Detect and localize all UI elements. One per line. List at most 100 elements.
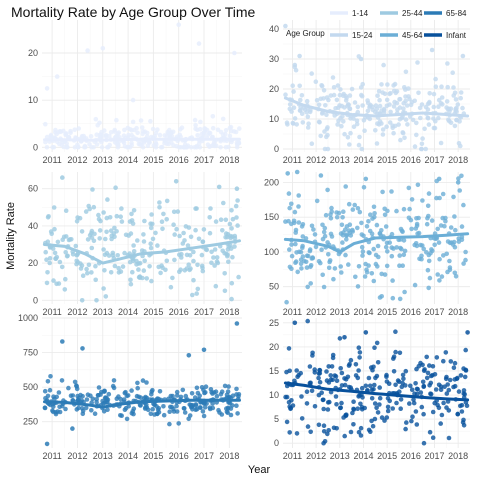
data-point <box>312 232 318 237</box>
data-point <box>89 245 95 251</box>
data-point <box>328 373 334 378</box>
data-point <box>221 200 226 206</box>
data-point <box>55 239 61 245</box>
panels: 2011 2012 2013 2014 2015 2016 2017 201801020201… <box>18 20 470 461</box>
data-point <box>351 406 356 412</box>
data-point <box>84 266 89 272</box>
data-point <box>131 249 137 254</box>
data-point <box>228 412 234 418</box>
data-point <box>413 409 419 414</box>
data-point-outlier <box>455 180 461 185</box>
data-point <box>162 133 168 138</box>
data-point <box>192 117 198 123</box>
data-point <box>344 224 350 229</box>
data-point <box>101 247 106 252</box>
data-point <box>355 109 361 115</box>
data-point <box>222 251 227 256</box>
data-point <box>379 294 385 299</box>
data-point <box>415 60 420 65</box>
data-point <box>313 79 319 84</box>
data-point <box>330 75 336 80</box>
data-point <box>188 145 194 150</box>
data-point <box>434 195 439 201</box>
data-point <box>440 191 446 197</box>
data-point <box>67 237 73 242</box>
series-65-84-points <box>42 321 242 447</box>
data-point <box>63 406 68 412</box>
series-65-84-trend-line <box>43 398 241 409</box>
data-point <box>181 406 187 411</box>
data-point <box>366 427 372 433</box>
data-point <box>389 253 395 259</box>
data-point <box>96 385 102 390</box>
data-point <box>458 143 463 149</box>
data-point <box>375 243 381 249</box>
data-point <box>74 261 79 267</box>
data-point <box>140 378 146 383</box>
data-point <box>130 119 136 125</box>
data-point <box>223 144 229 150</box>
data-point <box>178 127 183 132</box>
data-point <box>150 406 155 412</box>
data-point <box>289 253 295 259</box>
data-point <box>459 224 465 229</box>
data-point-outlier <box>173 179 179 184</box>
data-point <box>319 83 324 88</box>
data-point <box>404 103 410 108</box>
data-point-outlier <box>80 346 85 351</box>
data-point <box>148 241 153 246</box>
data-point <box>294 122 300 127</box>
data-point <box>307 364 313 369</box>
data-point <box>372 211 377 216</box>
y-tick-label: 750 <box>23 348 38 358</box>
data-point <box>142 258 147 264</box>
legend-entry-Infant: Infant <box>424 31 467 40</box>
data-point <box>167 421 172 427</box>
data-point <box>314 198 320 204</box>
data-point <box>328 231 334 237</box>
x-tick-label: 2016 <box>169 307 189 317</box>
data-point <box>430 435 436 441</box>
data-point <box>401 238 407 243</box>
data-point <box>63 131 68 137</box>
data-point <box>105 197 110 202</box>
data-point <box>97 236 102 241</box>
data-point <box>217 410 222 415</box>
data-point <box>114 134 120 139</box>
data-point <box>382 418 387 423</box>
data-point <box>227 125 233 131</box>
data-point <box>372 382 377 388</box>
data-point <box>50 145 55 150</box>
data-point <box>451 384 456 390</box>
data-point <box>161 211 166 217</box>
panel-15-24: 2011 2012 2013 2014 2015 2016 2017 2018 0 10 20 30 4… <box>269 20 470 165</box>
data-point <box>411 397 416 402</box>
data-point <box>289 398 294 403</box>
x-tick-label: 2016 <box>169 155 189 165</box>
data-point <box>296 204 301 209</box>
data-point <box>424 221 430 227</box>
data-point <box>429 247 434 252</box>
data-point <box>359 385 365 391</box>
series-25-44-points <box>43 175 241 303</box>
data-point <box>111 385 117 391</box>
data-point <box>226 384 231 389</box>
data-point <box>229 296 234 302</box>
data-point <box>439 84 444 89</box>
data-point <box>414 120 419 126</box>
data-point-outlier <box>358 56 364 62</box>
data-point <box>157 132 163 138</box>
data-point <box>383 244 389 250</box>
legend-label: Infant <box>446 31 467 40</box>
data-point <box>53 256 59 262</box>
data-point <box>380 127 386 132</box>
data-point <box>333 106 338 111</box>
data-point <box>222 271 227 276</box>
data-point <box>286 191 292 196</box>
data-point <box>78 261 83 266</box>
data-point <box>391 104 397 109</box>
data-point <box>325 431 330 437</box>
data-point <box>104 229 109 235</box>
data-point <box>425 370 431 376</box>
series-1-14-trend-line <box>43 137 241 142</box>
